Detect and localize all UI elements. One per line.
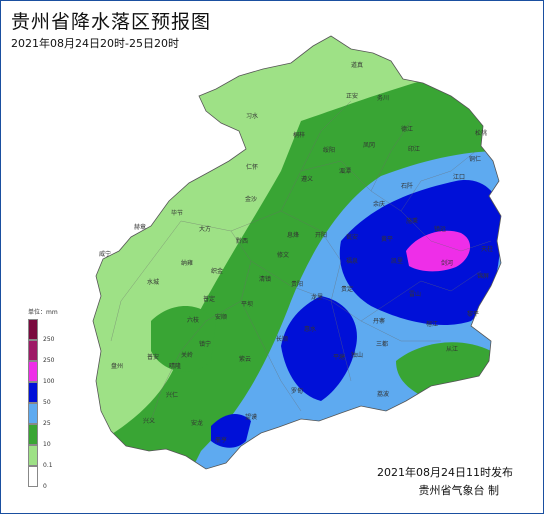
city-label: 道真 bbox=[351, 61, 363, 69]
map-title: 贵州省降水落区预报图 bbox=[11, 11, 212, 33]
city-label: 平坝 bbox=[241, 300, 253, 308]
city-label: 榕江 bbox=[426, 320, 438, 328]
rainfall-legend: 单位：mm 250 250 100 50 25 10 0.1 0 bbox=[28, 307, 68, 492]
publisher-label: 贵州省气象台 制 bbox=[418, 484, 500, 497]
city-label: 仁怀 bbox=[246, 163, 258, 171]
city-label: 织金 bbox=[211, 267, 223, 275]
legend-value-label: 250 bbox=[43, 336, 55, 343]
legend-swatch bbox=[28, 382, 38, 403]
city-label: 纳雍 bbox=[181, 259, 193, 267]
city-label: 绥阳 bbox=[323, 146, 335, 154]
province-boundary bbox=[92, 35, 502, 470]
legend-value-label: 10 bbox=[43, 441, 51, 448]
city-label: 印江 bbox=[408, 146, 420, 153]
city-label: 罗甸 bbox=[291, 387, 303, 395]
legend-value-label: 250 bbox=[43, 357, 55, 364]
city-label: 龙里 bbox=[311, 293, 323, 301]
city-label: 江口 bbox=[453, 174, 465, 181]
publish-time: 2021年08月24日11时发布 bbox=[377, 466, 513, 479]
legend-swatch bbox=[28, 403, 38, 424]
city-label: 贵定 bbox=[341, 285, 353, 293]
city-label: 松桃 bbox=[475, 129, 487, 137]
legend-swatch bbox=[28, 361, 38, 382]
city-label: 荔波 bbox=[377, 390, 389, 398]
city-label: 独山 bbox=[351, 351, 363, 359]
city-label: 长顺 bbox=[276, 335, 288, 343]
city-label: 兴义 bbox=[143, 417, 155, 425]
city-label: 剑河 bbox=[441, 259, 453, 267]
rain-zone-moderate-patch bbox=[151, 306, 216, 372]
city-label: 丹寨 bbox=[373, 317, 385, 325]
city-label: 水城 bbox=[147, 278, 159, 286]
city-label: 金沙 bbox=[245, 195, 257, 203]
city-label: 天柱 bbox=[481, 245, 493, 253]
legend-swatch bbox=[28, 340, 38, 361]
city-label: 威宁 bbox=[99, 250, 111, 258]
city-label: 黔西 bbox=[236, 237, 248, 245]
rain-zone-rainstorm-central bbox=[281, 296, 357, 401]
legend-swatch bbox=[28, 445, 38, 466]
city-label: 锦屏 bbox=[477, 272, 489, 280]
city-label: 湄潭 bbox=[339, 167, 351, 175]
city-label: 铜仁 bbox=[469, 155, 481, 163]
city-label: 大方 bbox=[199, 225, 211, 233]
city-label: 毕节 bbox=[171, 209, 183, 217]
city-label: 赫章 bbox=[134, 223, 146, 231]
city-label: 黄平 bbox=[381, 235, 393, 243]
city-label: 施秉 bbox=[406, 217, 418, 225]
city-label: 清镇 bbox=[259, 275, 271, 283]
city-label: 修文 bbox=[277, 251, 289, 259]
city-label: 惠水 bbox=[304, 325, 316, 333]
city-label: 安顺 bbox=[215, 313, 227, 321]
city-label: 息烽 bbox=[287, 231, 299, 239]
city-label: 开阳 bbox=[315, 231, 327, 239]
city-label: 正安 bbox=[346, 92, 358, 100]
city-label: 雷山 bbox=[409, 290, 421, 298]
city-label: 望谟 bbox=[245, 413, 257, 421]
city-label: 镇宁 bbox=[199, 340, 211, 348]
city-label: 遵义 bbox=[301, 175, 313, 183]
city-label: 贵阳 bbox=[291, 280, 303, 288]
city-label: 普定 bbox=[203, 295, 215, 303]
rain-zone-rainstorm-south bbox=[211, 414, 251, 448]
city-label: 关岭 bbox=[181, 351, 193, 359]
city-label: 三都 bbox=[376, 340, 388, 348]
city-label: 黎平 bbox=[467, 310, 479, 318]
city-label: 册亨 bbox=[215, 436, 227, 444]
city-label: 安龙 bbox=[191, 419, 203, 427]
city-label: 平塘 bbox=[333, 353, 345, 361]
city-label: 凤冈 bbox=[363, 142, 375, 149]
legend-swatch bbox=[28, 466, 38, 487]
city-label: 桐梓 bbox=[293, 131, 305, 139]
city-label: 余庆 bbox=[373, 200, 385, 208]
city-label: 晴隆 bbox=[169, 362, 181, 370]
legend-swatch bbox=[28, 319, 38, 340]
city-label: 凯里 bbox=[391, 257, 403, 265]
city-label: 盘州 bbox=[111, 362, 123, 370]
city-label: 石阡 bbox=[401, 182, 413, 190]
city-label: 紫云 bbox=[239, 355, 251, 363]
city-label: 六枝 bbox=[187, 316, 199, 324]
city-label: 德江 bbox=[401, 125, 413, 133]
forecast-period: 2021年08月24日20时-25日20时 bbox=[11, 37, 179, 50]
legend-swatch bbox=[28, 424, 38, 445]
legend-value-label: 0 bbox=[43, 483, 47, 490]
city-label: 习水 bbox=[246, 112, 258, 120]
legend-value-label: 50 bbox=[43, 399, 51, 406]
city-label: 从江 bbox=[446, 346, 458, 353]
legend-value-label: 25 bbox=[43, 420, 51, 427]
legend-value-label: 0.1 bbox=[43, 462, 53, 469]
city-label: 瓮安 bbox=[346, 233, 358, 241]
city-label: 镇远 bbox=[434, 225, 446, 233]
city-label: 福泉 bbox=[346, 257, 358, 265]
legend-unit-label: 单位：mm bbox=[28, 309, 58, 316]
city-label: 务川 bbox=[377, 94, 389, 102]
legend-value-label: 100 bbox=[43, 378, 55, 385]
city-label: 兴仁 bbox=[166, 391, 178, 399]
city-label: 普安 bbox=[147, 353, 159, 361]
rain-zone-downpour bbox=[406, 230, 471, 272]
